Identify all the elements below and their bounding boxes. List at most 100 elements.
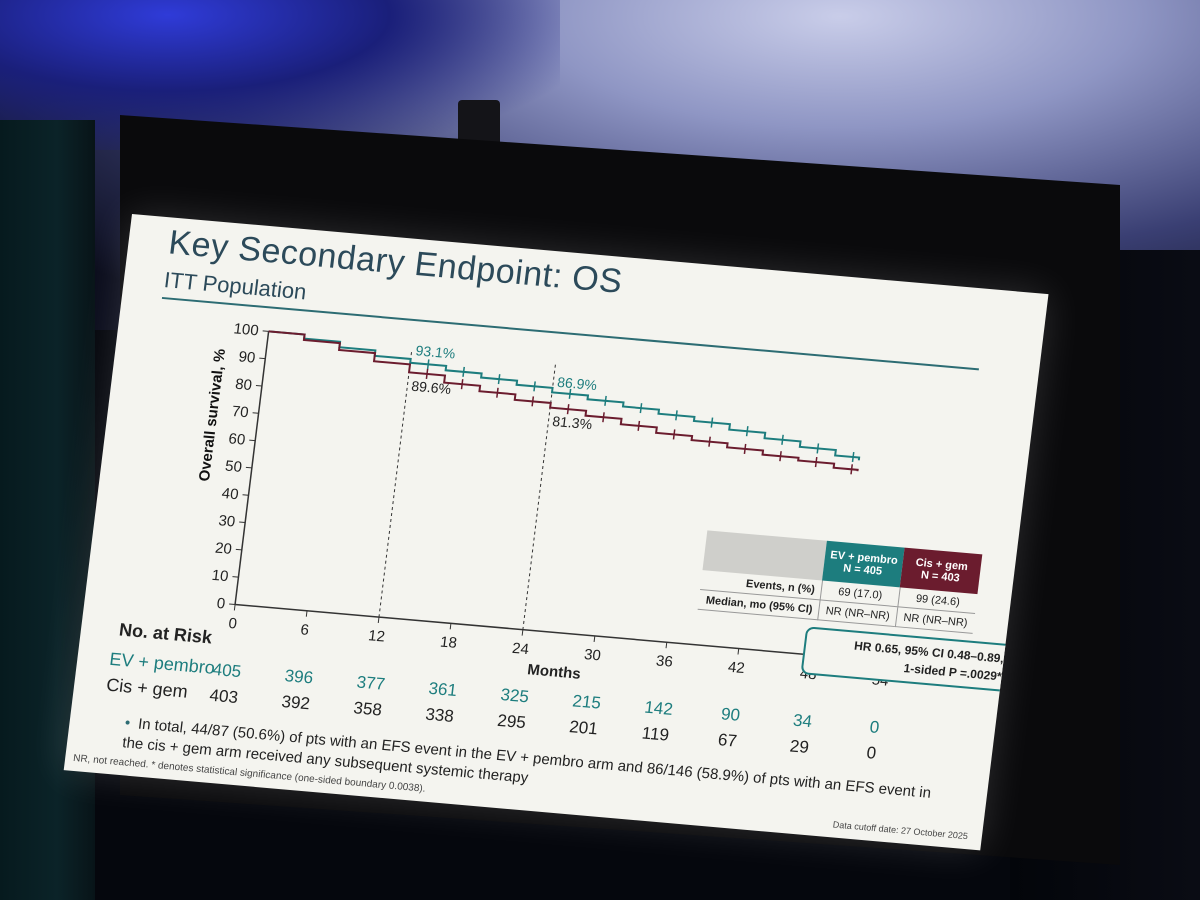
risk-value-ev: 405: [211, 659, 243, 682]
risk-value-ev: 396: [283, 666, 315, 688]
censor-mark: [497, 374, 501, 385]
censor-mark: [708, 436, 711, 447]
landmark-line: [522, 364, 556, 630]
x-tick-label: 12: [367, 627, 386, 645]
y-tick: [245, 466, 252, 469]
y-tick-label: 70: [231, 403, 250, 421]
km-plot: 0102030405060708090100061218243036424854…: [211, 320, 890, 689]
x-tick: [377, 617, 380, 624]
header-cg-n: N = 403: [920, 569, 961, 585]
y-tick-label: 10: [211, 567, 230, 585]
y-tick-label: 30: [217, 512, 236, 530]
header-ev-n: N = 405: [842, 562, 883, 578]
risk-value-cg: 338: [424, 704, 455, 726]
censor-mark: [710, 417, 714, 428]
risk-value-cg: 403: [208, 685, 240, 708]
x-tick-label: 0: [228, 615, 238, 633]
y-tick: [255, 384, 262, 387]
censor-mark: [779, 451, 782, 462]
censor-mark: [675, 410, 678, 421]
censor-mark: [602, 412, 605, 423]
y-tick-label: 80: [234, 376, 253, 394]
y-tick-label: 60: [228, 430, 247, 448]
censor-mark: [816, 443, 820, 454]
censor-mark: [425, 368, 429, 379]
y-tick-label: 20: [214, 540, 233, 558]
landmark-cg-24: 81.3%: [552, 413, 593, 432]
survival-curve-cg: [268, 330, 859, 472]
table-header-ev-pembro: EV + pembro N = 405: [822, 540, 905, 588]
y-tick: [229, 603, 236, 605]
x-tick-label: 36: [655, 652, 674, 670]
censor-mark: [460, 379, 464, 390]
risk-value-cg: 201: [568, 717, 599, 739]
censor-mark: [462, 366, 465, 377]
x-axis-label: Months: [526, 661, 581, 683]
x-tick-label: 6: [299, 621, 309, 639]
censor-mark: [745, 426, 749, 437]
y-tick: [262, 330, 269, 332]
censor-mark: [496, 387, 499, 398]
censor-mark: [568, 388, 572, 399]
y-tick: [235, 548, 242, 551]
censor-mark: [672, 429, 676, 440]
censor-mark: [850, 464, 853, 475]
table-header-cis-gem: Cis + gem N = 403: [899, 547, 983, 595]
x-tick: [233, 604, 236, 611]
risk-value-cg: 29: [788, 736, 810, 757]
y-tick: [249, 439, 256, 442]
y-tick-label: 40: [221, 485, 240, 503]
x-tick: [737, 648, 740, 655]
risk-value-ev: 34: [791, 710, 814, 732]
censor-mark: [637, 420, 641, 431]
risk-value-ev: 377: [355, 672, 387, 694]
risk-value-cg: 392: [280, 691, 312, 714]
censor-mark: [639, 403, 643, 414]
y-tick: [242, 494, 249, 496]
landmark-labels: 93.1% 89.6% 86.9% 81.3%: [410, 342, 597, 432]
risk-value-ev: 361: [427, 678, 459, 701]
landmark-line: [378, 352, 413, 618]
x-tick: [305, 610, 308, 617]
risk-value-ev: 325: [499, 685, 531, 707]
y-tick: [259, 357, 266, 360]
x-tick: [593, 635, 596, 642]
curves: [268, 330, 861, 475]
stage-curtain-left: [0, 120, 95, 900]
y-tick: [232, 576, 239, 578]
presentation-slide: Key Secondary Endpoint: OS ITT Populatio…: [63, 214, 1049, 851]
risk-value-ev: 142: [643, 697, 674, 719]
risk-value-ev: 0: [868, 717, 881, 738]
risk-value-cg: 295: [496, 710, 527, 733]
censor-mark: [743, 443, 747, 454]
x-axis-line: [234, 603, 883, 662]
x-tick-label: 30: [583, 646, 602, 664]
y-tick-label: 0: [216, 595, 226, 613]
risk-value-cg: 0: [865, 743, 878, 763]
risk-value-ev: 215: [571, 691, 603, 713]
x-tick: [449, 623, 452, 630]
x-tick-label: 42: [727, 659, 746, 677]
censor-mark: [533, 381, 536, 392]
bullet-icon: •: [123, 714, 132, 732]
risk-value-cg: 358: [352, 698, 383, 720]
x-tick-label: 18: [439, 634, 458, 652]
censor-mark: [531, 396, 535, 407]
axes: 0102030405060708090100061218243036424854…: [211, 320, 890, 689]
censor-mark: [814, 457, 818, 468]
y-tick-label: 90: [238, 348, 257, 366]
landmark-ev-24: 86.9%: [556, 374, 597, 393]
landmark-cg-12: 89.6%: [410, 378, 451, 397]
risk-value-cg: 67: [716, 730, 739, 751]
landmark-ev-12: 93.1%: [415, 342, 456, 361]
x-tick: [521, 629, 524, 636]
risk-value-ev: 90: [720, 704, 742, 725]
censor-mark: [781, 434, 784, 445]
x-tick: [665, 642, 668, 649]
censor-mark: [851, 451, 855, 463]
y-tick: [252, 412, 259, 414]
y-tick-label: 100: [233, 320, 260, 339]
y-tick: [239, 521, 246, 524]
censor-mark: [566, 404, 570, 415]
censor-mark: [426, 359, 430, 370]
